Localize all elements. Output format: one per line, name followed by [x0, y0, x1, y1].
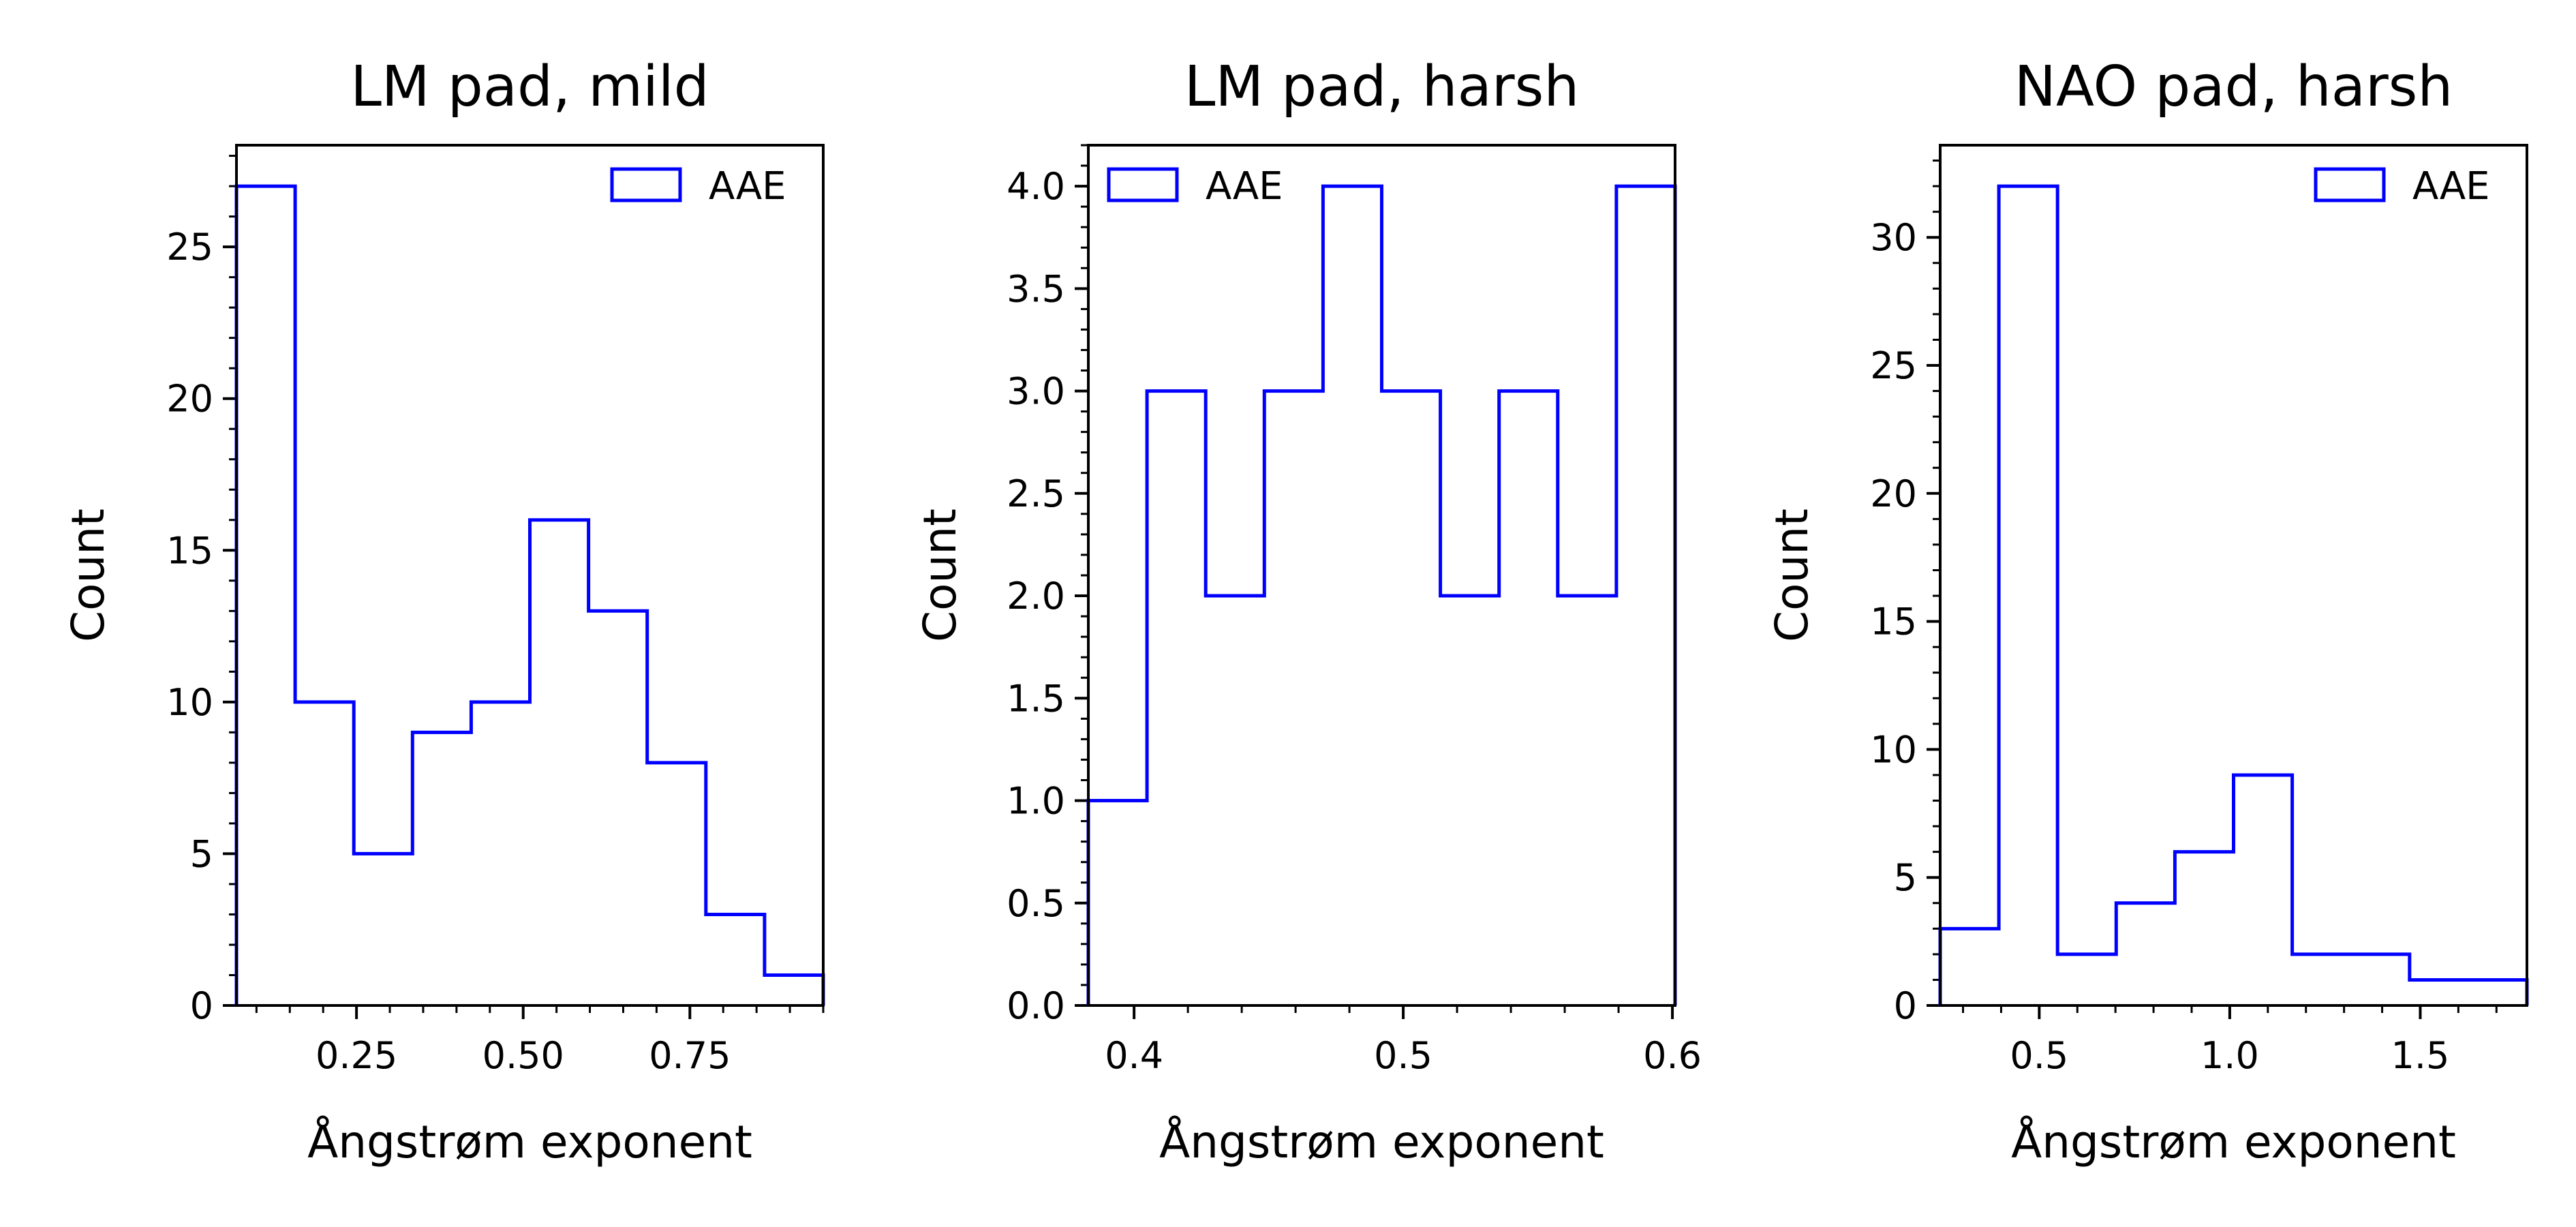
y-tick-label: 0.0: [1007, 984, 1065, 1027]
panel-title: NAO pad, harsh: [2014, 55, 2453, 119]
y-tick-label: 1.5: [1007, 677, 1065, 720]
x-tick-label: 1.0: [2201, 1034, 2259, 1077]
y-tick-label: 0: [1894, 984, 1917, 1027]
y-tick-label: 1.0: [1007, 780, 1065, 823]
y-tick-label: 25: [166, 226, 213, 269]
x-axis-label: Ångstrøm exponent: [2011, 1116, 2456, 1168]
panel-title: LM pad, mild: [350, 55, 709, 119]
x-tick-label: 0.5: [1374, 1034, 1432, 1077]
y-tick-label: 3.0: [1007, 370, 1065, 413]
histogram-step-outline: [1938, 184, 2529, 1005]
y-tick-label: 5: [190, 832, 213, 875]
y-tick-label: 15: [1870, 601, 1917, 643]
x-tick-labels: 0.5 1.0 1.5: [2010, 1034, 2449, 1077]
axes-frame: [235, 144, 825, 1007]
y-tick-label: 10: [166, 681, 213, 724]
y-axis-label: Count: [914, 509, 966, 642]
legend: AAE: [2314, 164, 2490, 209]
y-tick-label: 4.0: [1007, 165, 1065, 208]
y-tick-label: 25: [1870, 344, 1917, 387]
y-tick-labels: 0 5 10 15 20 25 30: [1870, 216, 1917, 1027]
y-tick-label: 20: [1870, 472, 1917, 515]
x-tick-label: 0.6: [1643, 1034, 1702, 1077]
histogram-step-outline: [234, 184, 825, 1005]
axes-frame: [1939, 144, 2528, 1007]
y-tick-label: 10: [1870, 728, 1917, 771]
y-axis-label: Count: [62, 509, 114, 642]
panel-nao-pad-harsh: NAO pad, harsh Ångstrøm exponent Count 0…: [1766, 55, 2529, 1168]
x-tick-label: 0.75: [649, 1034, 731, 1077]
legend: AAE: [1107, 164, 1283, 209]
y-tick-label: 15: [166, 529, 213, 572]
y-tick-labels: 0.0 0.5 1.0 1.5 2.0 2.5 3.0 3.5 4.0: [1007, 165, 1065, 1027]
legend-swatch: [610, 167, 682, 202]
panel-title: LM pad, harsh: [1184, 55, 1580, 119]
y-tick-labels: 0 5 10 15 20 25: [166, 226, 213, 1027]
y-tick-label: 2.0: [1007, 575, 1065, 618]
legend-label: AAE: [709, 164, 786, 209]
y-tick-label: 3.5: [1007, 267, 1065, 310]
x-axis-label: Ångstrøm exponent: [1159, 1116, 1604, 1168]
y-tick-label: 0: [190, 984, 213, 1027]
x-tick-label: 1.5: [2391, 1034, 2450, 1077]
y-tick-label: 2.5: [1007, 472, 1065, 515]
y-tick-label: 0.5: [1007, 882, 1065, 925]
y-tick-label: 5: [1894, 856, 1917, 899]
legend-swatch: [1107, 167, 1179, 202]
legend: AAE: [610, 164, 786, 209]
x-tick-label: 0.25: [316, 1034, 397, 1077]
y-tick-label: 20: [166, 378, 213, 421]
panel-lm-pad-mild: LM pad, mild Ångstrøm exponent Count 0.2…: [62, 55, 825, 1168]
histogram-step-outline: [1086, 184, 1677, 1005]
x-tick-label: 0.50: [482, 1034, 564, 1077]
x-tick-labels: 0.4 0.5 0.6: [1105, 1034, 1702, 1077]
x-tick-labels: 0.25 0.50 0.75: [316, 1034, 731, 1077]
legend-label: AAE: [1206, 164, 1283, 209]
x-tick-label: 0.4: [1105, 1034, 1163, 1077]
axes-frame: [1087, 144, 1676, 1007]
legend-label: AAE: [2412, 164, 2490, 209]
x-tick-label: 0.5: [2010, 1034, 2068, 1077]
legend-swatch: [2314, 167, 2386, 202]
y-axis-label: Count: [1766, 509, 1818, 642]
x-axis-label: Ångstrøm exponent: [307, 1116, 752, 1168]
y-tick-label: 30: [1870, 216, 1917, 259]
panel-lm-pad-harsh: LM pad, harsh Ångstrøm exponent Count 0.…: [914, 55, 1702, 1168]
